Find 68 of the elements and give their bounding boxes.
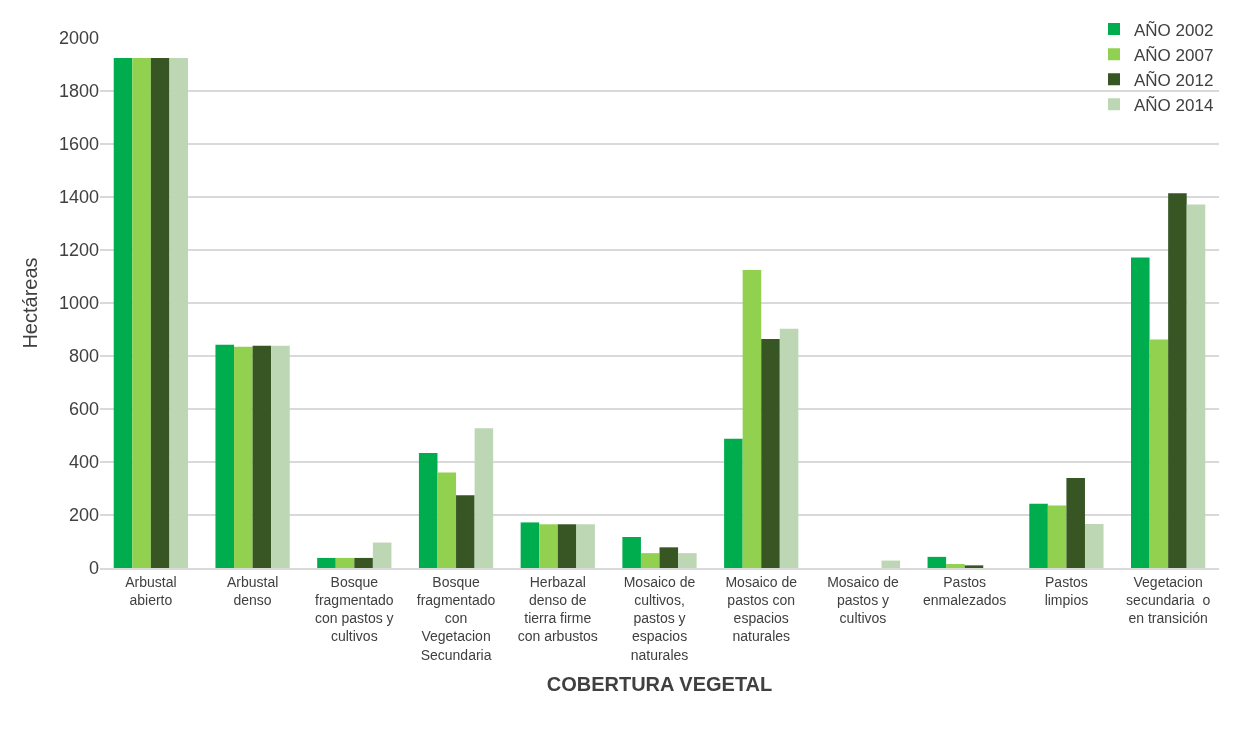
bar: [234, 346, 253, 568]
bar: [1149, 339, 1169, 568]
bar: [271, 345, 290, 568]
x-tick-label: Mosaico de pastos con espacios naturales: [725, 573, 798, 645]
legend-label: AÑO 2014: [1134, 95, 1214, 115]
bar: [335, 557, 355, 568]
bar: [1047, 505, 1067, 568]
bar: [622, 537, 641, 568]
bar: [1084, 524, 1104, 568]
y-tick-label: 800: [68, 346, 99, 367]
y-tick-label: 400: [68, 452, 99, 473]
x-axis-title: COBERTURA VEGETAL: [546, 672, 773, 695]
x-tick-label: Vegetacion secundaria o en transición: [1126, 573, 1211, 627]
bar: [1186, 204, 1206, 568]
bar: [761, 339, 780, 568]
x-tick-label: Bosque fragmentado con pastos y cultivos: [315, 573, 394, 645]
bar: [456, 495, 475, 568]
bar: [1131, 257, 1150, 568]
bar: [132, 57, 151, 568]
y-tick-label: 1000: [58, 293, 99, 314]
legend-label: AÑO 2002: [1134, 20, 1214, 40]
bar: [474, 428, 494, 568]
bar: [252, 345, 272, 568]
y-tick-label: 600: [68, 399, 99, 420]
legend-label: AÑO 2007: [1134, 45, 1214, 65]
legend-label: AÑO 2012: [1134, 70, 1214, 90]
x-tick-label: Arbustal denso: [226, 573, 279, 608]
bar: [964, 565, 984, 568]
y-axis-title: Hectáreas: [19, 257, 42, 349]
bar: [113, 57, 133, 568]
x-tick-label: Bosque fragmentado con Vegetacion Secundaria: [416, 573, 496, 663]
x-tick-label: Pastos enmalezados: [923, 573, 1007, 608]
y-tick-label: 1600: [58, 134, 99, 155]
bar: [1168, 193, 1187, 568]
bar: [557, 524, 577, 568]
bar: [150, 57, 170, 568]
bar: [946, 564, 965, 568]
bar: [437, 472, 457, 568]
x-tick-label: Pastos limpios: [1044, 573, 1089, 608]
y-tick-label: 2000: [58, 28, 99, 49]
bar: [678, 553, 697, 568]
bar: [927, 556, 947, 568]
y-tick-label: 1800: [58, 81, 99, 102]
bar: [779, 328, 799, 568]
bar: [317, 557, 336, 568]
x-tick-label: Herbazal denso de tierra firme con arbustos: [517, 573, 598, 645]
y-tick-label: 1200: [58, 240, 99, 261]
bar: [418, 452, 438, 568]
x-tick-label: Mosaico de pastos y cultivos: [827, 573, 899, 627]
y-tick-label: 0: [88, 558, 99, 579]
x-tick-label: Mosaico de cultivos, pastos y espacios naturales: [623, 573, 696, 663]
bar: [215, 344, 235, 568]
bar: [539, 524, 558, 568]
bar: [1029, 503, 1048, 568]
bar: [640, 553, 660, 568]
bar: [169, 57, 188, 568]
bar: [659, 547, 679, 568]
bar: [1066, 477, 1085, 568]
bar: [881, 560, 901, 568]
bar: [742, 269, 762, 568]
bar: [354, 557, 373, 568]
bar: [520, 522, 540, 568]
bar: [576, 524, 595, 568]
bar: [724, 438, 743, 568]
y-tick-label: 1400: [58, 187, 99, 208]
y-tick-label: 200: [68, 505, 99, 526]
x-tick-label: Arbustal abierto: [125, 573, 177, 608]
bar: [372, 542, 392, 568]
